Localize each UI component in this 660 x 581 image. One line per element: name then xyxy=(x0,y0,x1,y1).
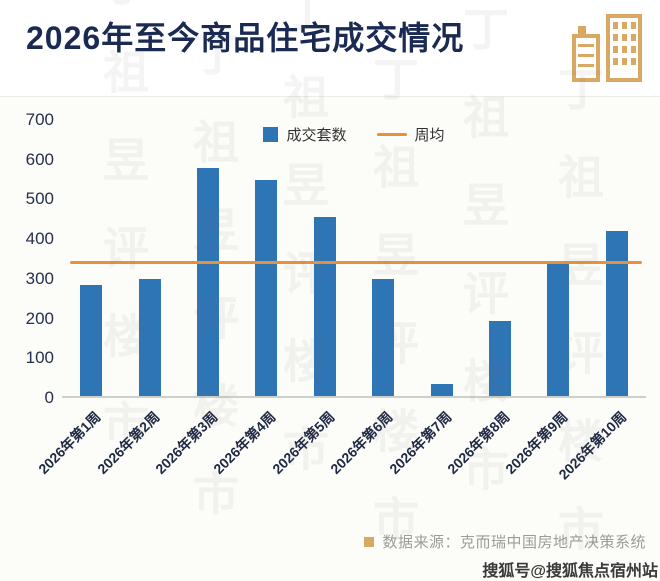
y-tick-700: 700 xyxy=(25,110,54,129)
x-label-week-4: 2026年第4周 xyxy=(210,408,280,477)
x-label-week-1: 2026年第1周 xyxy=(35,408,104,477)
line-series-swatch xyxy=(376,133,407,136)
y-tick-200: 200 xyxy=(25,308,54,328)
x-axis-labels: 2026年第1周 2026年第2周 2026年第3周 2026年第4周 2026年第5周… xyxy=(35,402,646,510)
source-text: 数据来源：克而瑞中国房地产决策系统 xyxy=(382,534,646,551)
bar-week-9 xyxy=(547,260,570,396)
data-source: 数据来源：克而瑞中国房地产决策系统 xyxy=(364,531,646,552)
y-tick-0: 0 xyxy=(44,388,54,407)
bar-week-3 xyxy=(197,167,219,396)
corner-watermark: 搜狐号@搜狐焦点宿州站 xyxy=(482,563,658,580)
chart-legend: 成交套数 周均 xyxy=(62,124,646,145)
legend-item-bars: 成交套数 xyxy=(263,124,347,145)
bar-week-10 xyxy=(605,231,628,396)
y-tick-400: 400 xyxy=(25,229,54,249)
page-title: 2026年至今商品住宅成交情况 xyxy=(26,20,465,56)
y-axis: 0 100 200 300 400 500 600 700 xyxy=(6,110,54,407)
x-label-week-6: 2026年第6周 xyxy=(327,408,396,477)
weekly-average-line xyxy=(70,260,642,264)
y-tick-600: 600 xyxy=(25,149,54,169)
bar-week-1 xyxy=(80,284,103,396)
x-label-week-2: 2026年第2周 xyxy=(93,408,163,477)
bar-series-swatch xyxy=(263,127,279,142)
legend-item-line: 周均 xyxy=(376,124,445,145)
source-bullet-icon xyxy=(364,536,375,547)
bar-week-6 xyxy=(372,278,395,396)
plot-area: 成交套数 周均 xyxy=(62,120,646,398)
building-icon xyxy=(566,8,648,89)
chart-header: 2026年至今商品住宅成交情况 xyxy=(0,0,660,97)
bar-week-2 xyxy=(138,278,161,396)
bar-week-8 xyxy=(489,320,511,396)
y-tick-300: 300 xyxy=(25,268,54,288)
x-label-week-7: 2026年第7周 xyxy=(385,408,455,477)
y-tick-100: 100 xyxy=(25,348,54,368)
building-icon-svg xyxy=(572,14,642,82)
bar-week-7 xyxy=(430,384,453,396)
bar-week-5 xyxy=(313,217,336,396)
legend-label-line: 周均 xyxy=(414,127,445,144)
y-tick-500: 500 xyxy=(25,189,54,209)
legend-label-bars: 成交套数 xyxy=(286,127,347,144)
bar-week-4 xyxy=(255,179,278,396)
